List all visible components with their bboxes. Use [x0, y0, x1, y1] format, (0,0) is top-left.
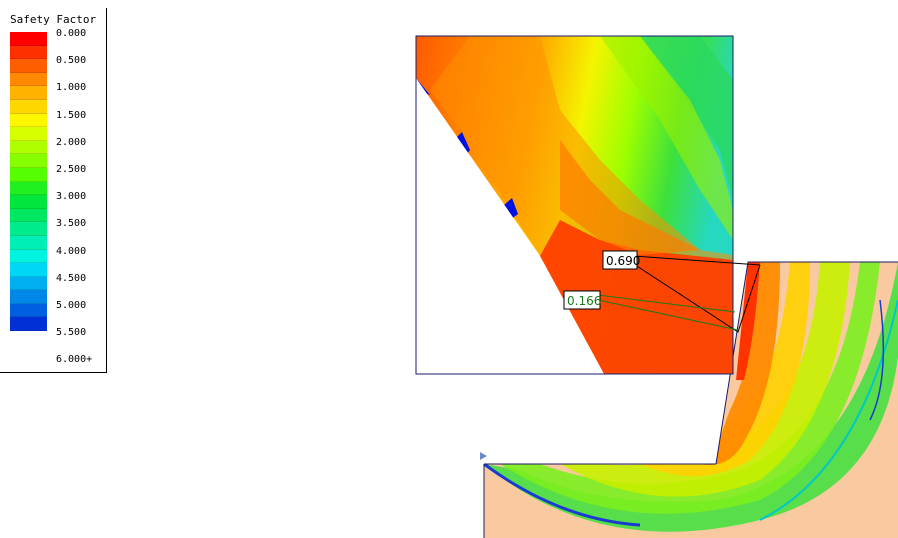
legend-swatch [10, 263, 47, 277]
legend-swatch [10, 45, 47, 60]
legend-swatch [10, 99, 47, 114]
legend-swatch [10, 32, 47, 46]
legend-swatch [10, 59, 47, 73]
fs-label-secondary-text: 0.166 [567, 294, 601, 308]
legend-tick-label: 5.000 [56, 300, 87, 311]
legend-swatch [10, 317, 47, 332]
legend-swatch [10, 249, 47, 264]
legend-tick-label: 4.000 [56, 245, 87, 257]
legend-tick-label: 0.500 [56, 55, 87, 67]
legend-swatch [10, 290, 47, 304]
legend-title: Safety Factor [10, 13, 97, 26]
legend-tick-label: 6.000+ [56, 354, 93, 366]
zoom-contours [416, 36, 733, 374]
legend-color-scale [10, 32, 47, 332]
legend-swatch [10, 208, 47, 223]
legend-swatch [10, 303, 47, 318]
legend-tick-label: 1.500 [56, 109, 87, 121]
legend-tick-label: 2.000 [56, 136, 87, 148]
legend-swatch [10, 127, 47, 141]
zoom-window [415, 35, 734, 375]
legend-swatch [10, 140, 47, 155]
legend-swatch [10, 167, 47, 182]
fs-label-secondary[interactable]: 0.166 [563, 290, 601, 310]
legend-swatch [10, 195, 47, 209]
legend-tick-label: 0.000 [56, 28, 87, 39]
legend-swatch [10, 235, 47, 250]
legend-swatch [10, 154, 47, 168]
fs-label-primary-text: 0.690 [606, 254, 640, 268]
legend-tick-label: 2.500 [56, 164, 87, 175]
legend-tick-label: 1.000 [56, 82, 87, 94]
slope-model [480, 261, 898, 538]
boundary-marker-icon [480, 452, 487, 460]
safety-factor-legend: Safety Factor 0.000 0.500 1.000 1.500 2.000 2… [0, 8, 107, 373]
legend-tick-label: 5.500 [56, 327, 87, 339]
legend-tick-labels: 0.000 0.500 1.000 1.500 2.000 2.500 3.000 3.500… [56, 8, 106, 373]
legend-swatch [10, 72, 47, 87]
legend-swatch [10, 113, 47, 128]
legend-tick-label: 4.500 [56, 272, 87, 284]
legend-tick-label: 3.000 [56, 191, 87, 203]
legend-swatch [10, 276, 47, 291]
slip-surface-fan [484, 262, 898, 532]
legend-swatch [10, 181, 47, 196]
fs-label-primary[interactable]: 0.690 [602, 250, 640, 270]
critical-surfaces [597, 254, 761, 333]
legend-swatch [10, 222, 47, 236]
legend-swatch [10, 86, 47, 100]
legend-tick-label: 3.500 [56, 218, 87, 230]
